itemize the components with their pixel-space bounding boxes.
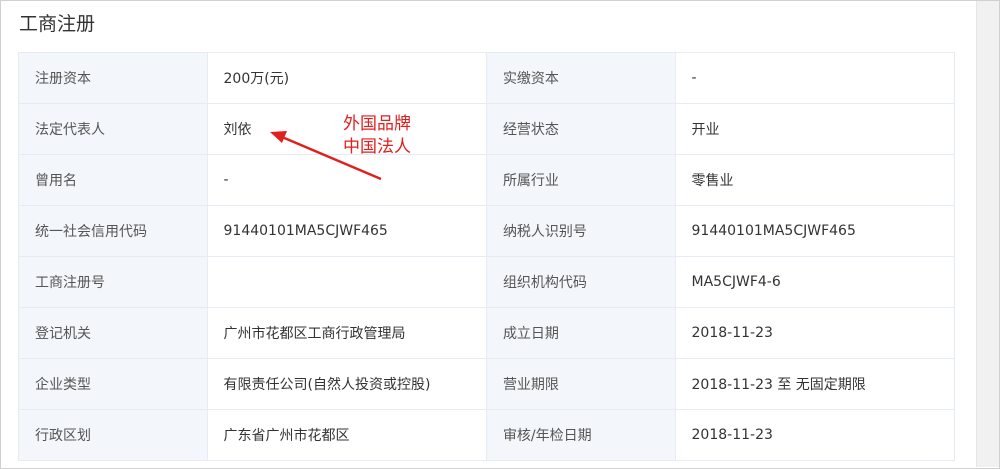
table-row: 行政区划 广东省广州市花都区 审核/年检日期 2018-11-23 [18,409,956,461]
annotation-text: 外国品牌 中国法人 [343,113,411,159]
field-label: 组织机构代码 [485,256,676,308]
field-label: 审核/年检日期 [485,409,676,461]
field-value: 2018-11-23 [674,307,956,359]
field-label: 营业期限 [485,358,676,410]
field-label: 成立日期 [485,307,676,359]
field-label: 工商注册号 [18,256,208,308]
field-label: 统一社会信用代码 [18,205,208,257]
field-label: 实缴资本 [485,52,676,104]
table-row: 登记机关 广州市花都区工商行政管理局 成立日期 2018-11-23 [18,307,956,359]
field-value: 广州市花都区工商行政管理局 [206,307,487,359]
registration-table: 注册资本 200万(元) 实缴资本 - 法定代表人 刘依 经营状态 开业 曾用名 - 所属行业 零售业… [18,52,956,461]
scrollbar[interactable] [976,1,999,467]
table-row: 工商注册号 组织机构代码 MA5CJWF4-6 [18,256,956,308]
field-value: 广东省广州市花都区 [206,409,487,461]
field-value: 开业 [674,103,956,155]
table-row: 法定代表人 刘依 经营状态 开业 [18,103,956,155]
field-label: 登记机关 [18,307,208,359]
field-value: 200万(元) [206,52,487,104]
field-value: 零售业 [674,154,956,206]
field-value: 刘依 [206,103,487,155]
field-value [206,256,487,308]
field-label: 纳税人识别号 [485,205,676,257]
annotation-line-1: 外国品牌 [343,114,411,134]
field-label: 行政区划 [18,409,208,461]
section-title: 工商注册 [19,13,96,35]
field-value: 91440101MA5CJWF465 [674,205,956,257]
table-row: 注册资本 200万(元) 实缴资本 - [18,52,956,104]
field-label: 所属行业 [485,154,676,206]
field-label: 曾用名 [18,154,208,206]
field-value: 2018-11-23 [674,409,956,461]
field-value: 2018-11-23 至 无固定期限 [674,358,956,410]
field-value: 有限责任公司(自然人投资或控股) [206,358,487,410]
field-label: 法定代表人 [18,103,208,155]
field-value: - [674,52,956,104]
field-label: 注册资本 [18,52,208,104]
field-value: - [206,154,487,206]
table-row: 曾用名 - 所属行业 零售业 [18,154,956,206]
field-label: 经营状态 [485,103,676,155]
annotation-line-2: 中国法人 [343,137,411,157]
